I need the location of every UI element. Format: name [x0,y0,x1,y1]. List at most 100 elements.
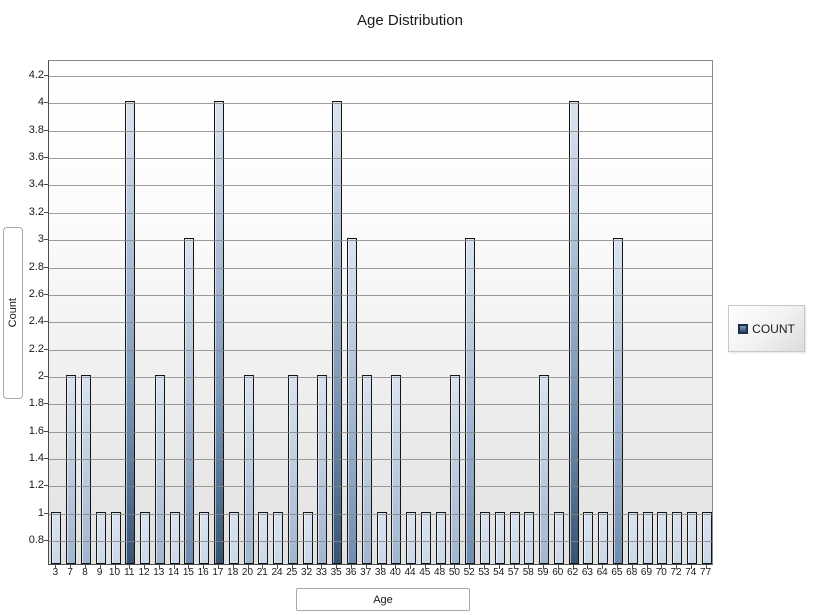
bar-age-21 [258,511,269,564]
bar-age-10 [110,511,121,564]
gridline [49,158,712,160]
x-tick-label: 32 [301,567,313,578]
y-tick [44,157,48,159]
bar-age-37 [361,374,372,564]
y-axis-title-box: Count [3,227,23,399]
x-tick [99,565,101,569]
bar-age-63 [583,511,594,564]
gridline [49,541,712,542]
x-tick-label: 16 [197,567,209,578]
bar-age-12 [140,511,151,564]
x-tick [277,565,279,569]
gridline [49,185,712,187]
gridline [49,513,712,515]
bar-age-14 [169,511,180,564]
bar-age-24 [273,511,284,564]
x-tick [350,565,352,569]
x-tick [380,565,382,569]
bar-age-3 [51,511,62,564]
bar-age-62 [568,101,579,564]
x-tick-label: 20 [241,567,254,578]
bar-age-53 [479,511,490,564]
x-tick [439,565,441,569]
gridline [49,294,712,296]
x-tick [291,565,293,569]
x-tick-label: 38 [374,567,387,578]
gridline [49,130,712,132]
y-tick-label: 1.6 [28,424,44,437]
y-tick [44,457,48,459]
bar-age-68 [627,511,638,564]
x-tick [705,565,707,569]
x-tick-label: 60 [552,567,564,578]
x-tick-label: 63 [581,567,593,578]
y-tick-label: 3.4 [28,178,44,191]
x-tick [424,565,426,569]
bar-age-60 [553,511,564,564]
x-tick [129,565,131,569]
x-tick [232,565,234,569]
y-tick [44,129,48,131]
gridline [49,486,712,488]
y-tick-label: 0.8 [28,534,44,546]
y-tick-label: 4.2 [28,69,44,81]
y-tick [44,266,48,268]
y-tick [44,102,48,104]
gridline [49,212,712,214]
x-tick-label: 40 [389,567,401,578]
x-tick [336,565,338,569]
x-tick-label: 59 [537,567,549,578]
y-tick-label: 3 [37,233,44,246]
bar-age-52 [465,238,476,564]
bar-age-48 [435,511,446,564]
y-tick-label: 1.4 [28,451,44,464]
x-tick [158,565,160,569]
x-tick [247,565,249,569]
bar-age-25 [287,374,298,564]
x-tick [676,565,678,569]
x-tick-label: 50 [448,567,460,578]
y-tick [44,430,48,432]
x-tick-label: 64 [596,567,608,578]
y-tick [44,239,48,241]
gridline [49,240,712,242]
y-tick-label: 2 [37,369,44,382]
bar-age-11 [125,101,136,564]
y-tick [44,211,48,213]
x-tick-label: 9 [96,567,103,578]
x-axis-title: Age [373,593,393,606]
x-tick [454,565,456,569]
x-tick [70,565,72,569]
x-tick-label: 52 [463,567,475,578]
x-tick [217,565,219,569]
x-axis-labels: 3 7 8 9 10 11 12 13 14 15 16 17 18 20 21 24 25 32 33 35 36 37… [48,567,713,581]
bar-age-77 [701,511,712,564]
y-tick-label: 2.4 [28,315,44,328]
x-tick-label: 65 [611,567,623,578]
gridline [49,76,712,77]
x-tick [469,565,471,569]
y-tick [44,403,48,405]
bar-age-64 [598,511,609,564]
x-tick-label: 69 [640,567,653,578]
x-tick [173,565,175,569]
y-tick [44,293,48,295]
legend: COUNT [728,305,805,352]
x-tick-label: 77 [700,567,712,578]
y-tick [44,184,48,186]
bar-age-7 [66,374,77,564]
x-tick-label: 24 [271,567,283,578]
x-tick [203,565,205,569]
chart-title: Age Distribution [357,12,463,29]
bar-age-18 [228,511,239,564]
x-tick-label: 3 [52,567,59,578]
legend-label: COUNT [752,321,795,336]
bar-age-58 [524,511,535,564]
bar-age-33 [317,374,328,564]
x-tick [543,565,545,569]
bar-age-54 [494,511,505,564]
bar-age-50 [450,374,461,564]
y-tick-label: 4 [37,96,44,109]
x-tick-label: 62 [567,567,579,578]
